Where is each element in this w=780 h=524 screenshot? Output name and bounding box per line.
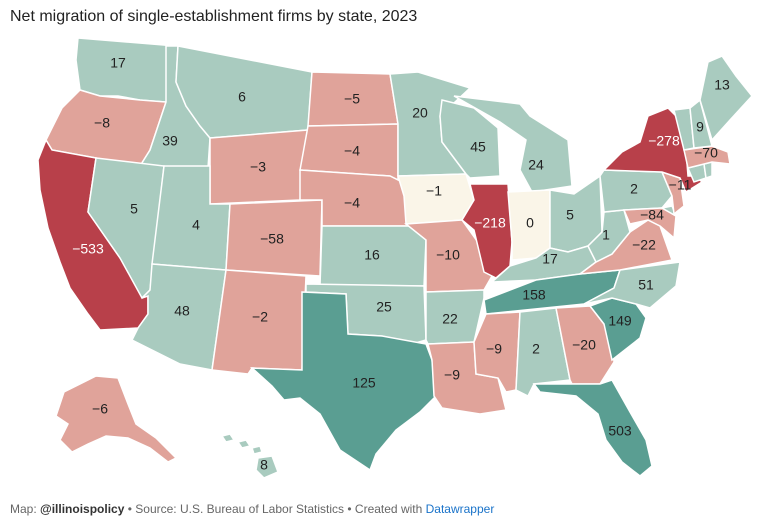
state-label-IN: 0	[526, 215, 534, 231]
state-label-VT: 9	[696, 119, 704, 135]
state-label-OK: 25	[376, 299, 392, 315]
state-label-VA: −22	[632, 237, 656, 253]
datawrapper-link[interactable]: Datawrapper	[425, 502, 495, 516]
state-MI[interactable]	[453, 95, 573, 193]
state-label-AK: −6	[92, 401, 108, 417]
state-label-CA: −533	[72, 241, 104, 257]
state-label-AL: 2	[532, 341, 540, 357]
state-label-OR: −8	[94, 115, 110, 131]
state-label-NJ: −11	[669, 177, 692, 193]
state-label-ID: 39	[162, 133, 178, 149]
state-label-MN: 20	[412, 105, 428, 121]
state-label-GA: −20	[572, 337, 596, 353]
map-prefix: Map:	[10, 502, 41, 516]
state-label-KY: 17	[542, 251, 558, 267]
state-label-CO: −58	[260, 231, 284, 247]
state-MO[interactable]	[404, 219, 493, 293]
state-label-NC: 51	[638, 277, 654, 293]
state-label-WI: 45	[470, 139, 486, 155]
state-TX[interactable]	[249, 291, 437, 472]
state-label-MO: −10	[436, 247, 460, 263]
state-label-FL: 503	[608, 423, 632, 439]
state-label-LA: −9	[444, 367, 460, 383]
state-label-MI: 24	[528, 157, 544, 173]
state-label-AZ: 48	[174, 303, 190, 319]
state-ME[interactable]	[699, 55, 753, 142]
footer-credits: Map: @illinoispolicy • Source: U.S. Bure…	[10, 502, 494, 516]
state-FL[interactable]	[532, 379, 653, 477]
state-label-IA: −1	[426, 183, 442, 199]
state-label-NV: 5	[130, 201, 138, 217]
map-title: Net migration of single-establishment fi…	[10, 8, 418, 25]
state-label-IL: −218	[474, 215, 506, 231]
state-label-SC: 149	[608, 313, 632, 329]
state-label-KS: 16	[364, 247, 380, 263]
state-label-SD: −4	[344, 143, 360, 159]
state-label-MD: −84	[640, 207, 664, 223]
state-KS[interactable]	[319, 225, 427, 287]
state-label-ND: −5	[344, 91, 360, 107]
state-NC[interactable]	[583, 261, 681, 309]
state-label-WA: 17	[110, 55, 126, 71]
state-NY[interactable]	[602, 107, 704, 194]
state-label-TX: 125	[352, 375, 376, 391]
state-label-TN: 158	[522, 287, 546, 303]
state-label-PA: 2	[630, 181, 638, 197]
state-WA[interactable]	[75, 37, 177, 103]
state-label-WY: −3	[250, 159, 266, 175]
state-label-MA: −70	[694, 145, 718, 161]
state-label-HI: 8	[260, 457, 268, 473]
state-label-MS: −9	[486, 341, 502, 357]
state-label-WV: 1	[602, 227, 610, 243]
state-AK[interactable]	[55, 375, 178, 463]
state-labels: 17−8−5333956−3448−58−2−5−4−4162512520−1−…	[72, 55, 730, 473]
map-credit: @illinoispolicy	[40, 502, 125, 516]
state-label-ME: 13	[714, 77, 730, 93]
state-label-MT: 6	[238, 89, 246, 105]
state-IA[interactable]	[397, 173, 475, 225]
state-HI[interactable]	[220, 433, 279, 479]
state-WI[interactable]	[439, 99, 501, 179]
state-label-NM: −2	[252, 309, 268, 325]
state-label-NE: −4	[344, 195, 360, 211]
state-label-OH: 5	[566, 207, 574, 223]
state-label-UT: 4	[192, 217, 200, 233]
state-label-NY: −278	[648, 133, 680, 149]
state-WV[interactable]	[587, 209, 631, 264]
state-shapes	[37, 37, 753, 479]
state-label-AR: 22	[442, 311, 458, 327]
state-NH[interactable]	[689, 98, 713, 149]
source-text: • Source: U.S. Bureau of Labor Statistic…	[124, 502, 426, 516]
